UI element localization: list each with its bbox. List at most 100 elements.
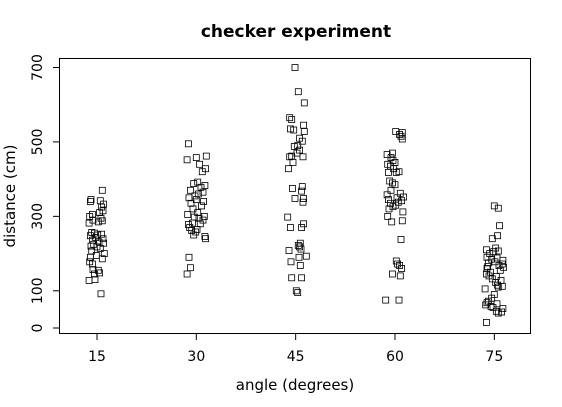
data-point-175 (489, 304, 497, 311)
data-point-77 (202, 165, 210, 173)
data-point-93 (296, 243, 304, 251)
data-point-212 (494, 232, 502, 240)
data-point-13 (88, 247, 96, 255)
y-tick-label-700: 700 (30, 54, 46, 81)
data-point-53 (184, 221, 192, 228)
data-point-106 (284, 165, 292, 173)
data-point-107 (289, 158, 297, 166)
data-point-80 (192, 154, 200, 162)
data-point-6 (94, 266, 102, 274)
data-point-179 (483, 299, 491, 307)
data-point-11 (92, 251, 100, 259)
data-point-57 (195, 214, 203, 222)
x-axis-label: angle (degrees) (236, 376, 354, 394)
data-point-192 (482, 270, 490, 278)
data-point-89 (295, 253, 303, 261)
data-point-82 (184, 140, 192, 148)
data-point-213 (496, 222, 504, 230)
data-point-159 (384, 160, 392, 168)
data-point-129 (388, 270, 396, 278)
data-point-170 (482, 318, 490, 326)
data-point-139 (385, 205, 393, 213)
data-point-105 (298, 183, 306, 191)
data-point-79 (183, 156, 191, 164)
data-point-70 (199, 188, 207, 196)
data-point-133 (392, 257, 400, 265)
data-point-214 (490, 202, 498, 210)
data-point-43 (183, 270, 191, 278)
data-point-122 (288, 116, 296, 123)
data-point-145 (384, 196, 392, 204)
data-point-63 (198, 202, 206, 210)
data-point-25 (98, 230, 105, 238)
data-point-123 (300, 99, 308, 107)
data-point-182 (490, 291, 498, 298)
data-point-45 (185, 253, 193, 261)
data-point-36 (99, 207, 107, 215)
data-point-120 (300, 121, 308, 129)
data-point-69 (194, 190, 202, 198)
data-point-84 (292, 287, 300, 295)
y-tick-label-100: 100 (30, 277, 46, 304)
data-point-17 (90, 240, 98, 248)
data-point-98 (300, 220, 308, 228)
data-point-126 (382, 296, 390, 304)
data-point-78 (196, 160, 204, 168)
data-point-100 (299, 198, 307, 206)
data-point-108 (286, 153, 294, 161)
data-point-65 (200, 198, 208, 205)
data-point-188 (497, 276, 505, 284)
data-point-125 (291, 64, 299, 71)
y-axis-label: distance (cm) (1, 145, 19, 248)
data-point-207 (490, 248, 498, 256)
data-point-35 (96, 209, 103, 217)
data-point-117 (300, 128, 308, 135)
x-tick-label-15: 15 (88, 349, 106, 365)
data-point-64 (187, 199, 195, 207)
data-point-95 (296, 239, 304, 247)
x-tick-label-45: 45 (287, 349, 305, 365)
data-point-104 (288, 184, 296, 192)
data-point-134 (397, 235, 405, 243)
data-point-73 (201, 182, 209, 189)
data-point-127 (395, 296, 403, 304)
data-point-32 (97, 214, 105, 222)
data-point-116 (296, 134, 304, 142)
data-point-111 (296, 146, 304, 154)
data-point-75 (194, 178, 202, 186)
data-point-149 (396, 189, 404, 197)
data-point-114 (294, 142, 302, 150)
data-point-44 (186, 264, 194, 272)
data-point-91 (285, 247, 293, 255)
data-point-81 (202, 152, 210, 160)
data-point-97 (298, 224, 306, 231)
data-point-153 (386, 177, 394, 185)
data-point-164 (388, 149, 396, 157)
data-point-39 (87, 198, 94, 205)
data-point-215 (494, 204, 502, 212)
data-point-190 (492, 273, 500, 281)
data-point-40 (96, 197, 104, 205)
chart-title: checker experiment (201, 22, 391, 42)
data-point-178 (493, 300, 501, 308)
data-point-148 (383, 191, 391, 199)
data-point-8 (86, 258, 94, 266)
data-point-121 (286, 114, 294, 122)
data-point-59 (200, 212, 208, 220)
plot-frame (59, 58, 531, 334)
x-tick-label-75: 75 (485, 349, 503, 365)
data-point-83 (294, 289, 302, 297)
data-point-199 (498, 260, 506, 268)
y-tick-label-0: 0 (30, 324, 46, 333)
x-tick-label-30: 30 (187, 349, 205, 365)
data-points (85, 64, 508, 326)
data-point-119 (290, 126, 298, 134)
data-point-1 (91, 276, 99, 284)
data-point-137 (384, 212, 392, 220)
data-point-99 (284, 213, 292, 221)
data-point-166 (397, 132, 405, 140)
data-point-2 (97, 290, 105, 298)
data-point-90 (302, 252, 310, 260)
y-tick-label-300: 300 (30, 203, 46, 230)
